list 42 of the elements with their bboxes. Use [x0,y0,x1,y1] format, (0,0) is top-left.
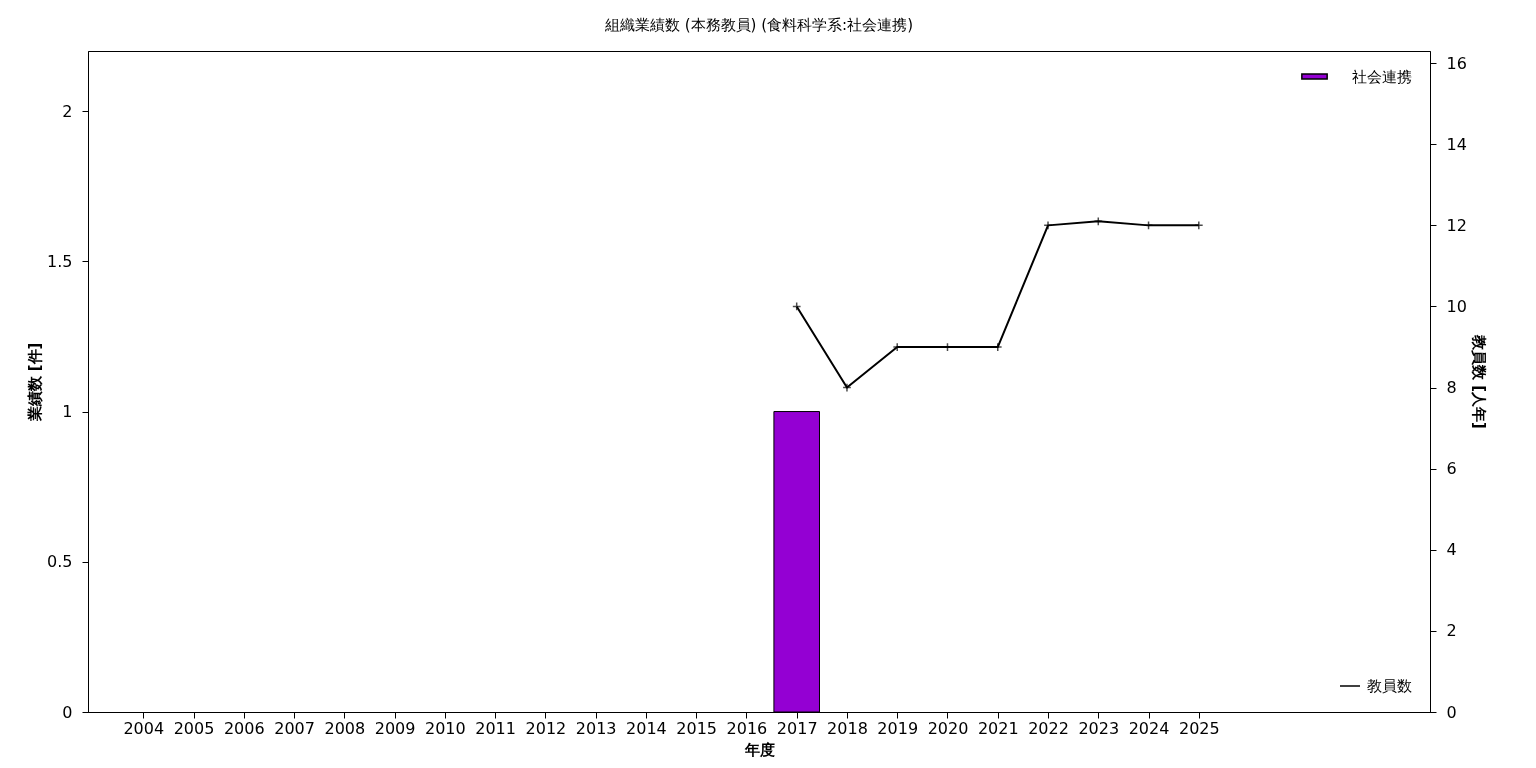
y-axis-title: 業績数 [件] [26,342,45,423]
x-tick-label: 2006 [223,718,265,738]
y2-tick-label: 4 [1446,540,1457,560]
chart-title: 組織業績数 (本務教員) (食料科学系:社会連携) [604,16,913,34]
x-tick-label: 2011 [475,718,516,738]
y2-tick-label: 12 [1446,215,1467,235]
x-tick-label: 2014 [626,718,667,738]
x-tick-label: 2004 [123,718,165,738]
y2-tick-label: 2 [1446,621,1457,641]
y2-tick-label: 14 [1446,134,1467,154]
x-tick-label: 2012 [525,718,567,738]
x-tick-label: 2021 [977,718,1019,738]
y2-tick-label: 8 [1446,378,1457,398]
y-tick-label: 0 [62,702,73,722]
x-tick-label: 2018 [827,718,868,738]
x-tick-label: 2015 [676,718,718,738]
legend-label: 社会連携 [1352,67,1412,86]
x-tick-label: 2017 [776,718,818,738]
y-tick-label: 2 [62,101,73,121]
x-tick-label: 2019 [877,718,919,738]
y2-tick-label: 16 [1446,53,1467,73]
x-tick-label: 2008 [324,718,366,738]
x-tick-label: 2005 [173,718,215,738]
y-tick-label: 1.5 [47,251,73,271]
x-tick-label: 2009 [374,718,416,738]
y2-tick-label: 0 [1446,702,1457,722]
y2-axis-title: 教員数 [人年] [1469,334,1488,429]
x-tick-label: 2016 [726,718,768,738]
y-tick-label: 0.5 [47,552,73,572]
y2-tick-label: 6 [1446,459,1457,479]
x-tick-label: 2024 [1128,718,1170,738]
y-tick-label: 1 [62,402,73,422]
x-tick-label: 2023 [1078,718,1120,738]
y2-tick-label: 10 [1446,296,1467,316]
x-tick-label: 2020 [927,718,969,738]
x-tick-label: 2025 [1178,718,1220,738]
legend-label: 教員数 [1367,677,1412,695]
x-tick-label: 2022 [1028,718,1069,738]
x-tick-label: 2010 [424,718,466,738]
x-tick-label: 2013 [575,718,617,738]
x-tick-label: 2007 [274,718,315,738]
x-axis-title: 年度 [743,740,775,759]
